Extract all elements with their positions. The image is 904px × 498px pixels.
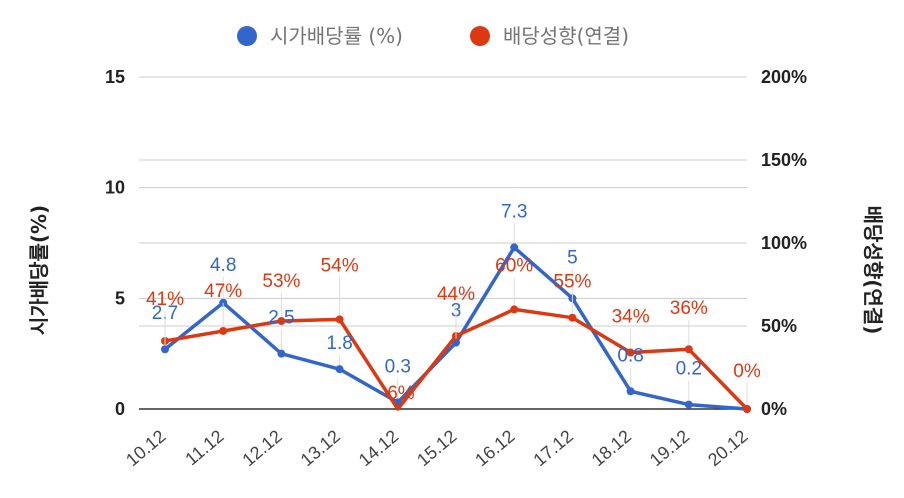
data-label: 53%: [262, 271, 300, 292]
x-tick-label: 18.12: [588, 426, 635, 470]
right-tick-label: 0%: [761, 399, 787, 419]
data-point: [568, 313, 577, 322]
x-tick-label: 19.12: [646, 426, 693, 470]
x-tick-label: 11.12: [181, 426, 227, 469]
data-label: 2.5: [268, 308, 294, 329]
data-label: 0.3: [385, 356, 411, 377]
data-point: [684, 400, 693, 409]
right-axis-ticks: 0% 50% 100% 150% 200%: [761, 67, 807, 419]
x-axis-ticks: 10.12 11.12 12.12 13.12 14.12 15.12 16.12 17.12…: [122, 426, 751, 470]
data-point: [335, 365, 344, 374]
data-label: 0%: [733, 361, 761, 382]
data-point: [510, 243, 519, 252]
data-point: [743, 405, 751, 413]
x-tick-label: 10.12: [122, 426, 169, 470]
data-point: [219, 326, 228, 335]
data-label: 60%: [495, 255, 533, 276]
left-tick-label: 10: [105, 178, 125, 198]
data-label: 0.2: [676, 359, 702, 380]
legend-label-yield: 시가배당률 (%): [270, 24, 403, 48]
data-label: 1.8: [326, 333, 352, 354]
data-point: [277, 349, 286, 358]
data-label: 36%: [670, 298, 708, 319]
x-tick-label: 20.12: [704, 426, 751, 470]
right-tick-label: 100%: [761, 233, 807, 253]
legend-label-payout: 배당성향(연결): [503, 24, 629, 48]
gridlines: [139, 76, 747, 410]
data-label: -6%: [381, 383, 415, 404]
left-axis-title: 시가배당률(%): [27, 205, 51, 335]
x-tick-label: 14.12: [355, 426, 402, 470]
data-point: [510, 305, 519, 314]
right-axis-title: 배당성향(연결): [861, 206, 885, 335]
data-label: 55%: [553, 272, 591, 293]
right-tick-label: 50%: [761, 316, 797, 336]
x-tick-label: 16.12: [471, 426, 518, 470]
data-point: [626, 348, 635, 357]
data-point: [626, 387, 635, 396]
legend: 시가배당률 (%) 배당성향(연결): [237, 24, 629, 48]
right-tick-label: 200%: [761, 67, 807, 87]
x-tick-label: 15.12: [413, 426, 460, 470]
x-tick-label: 13.12: [297, 426, 344, 470]
data-point: [335, 315, 344, 324]
x-tick-label: 12.12: [238, 426, 285, 470]
data-label: 4.8: [210, 255, 236, 276]
data-label: 47%: [204, 281, 242, 302]
x-tick-label: 17.12: [529, 426, 576, 470]
data-point: [277, 317, 286, 326]
data-point: [684, 345, 693, 354]
data-label: 41%: [146, 289, 184, 310]
left-tick-label: 0: [115, 399, 125, 419]
left-tick-label: 5: [115, 288, 125, 308]
right-tick-label: 150%: [761, 150, 807, 170]
legend-marker-payout: [470, 26, 490, 46]
data-label: 7.3: [501, 201, 527, 222]
data-labels: 2.74.82.51.80.337.350.80.241% 47% 53%54%-6…: [146, 201, 761, 405]
data-label: 54%: [321, 255, 359, 276]
data-label: 44%: [437, 284, 475, 305]
data-label: 34%: [612, 307, 650, 328]
data-label: 0.8: [617, 345, 643, 366]
legend-marker-yield: [237, 26, 257, 46]
left-axis-ticks: 0 5 10 15: [105, 67, 125, 419]
left-tick-label: 15: [105, 67, 125, 87]
data-point: [219, 298, 228, 307]
data-label: 5: [567, 247, 578, 268]
data-point: [161, 345, 169, 354]
